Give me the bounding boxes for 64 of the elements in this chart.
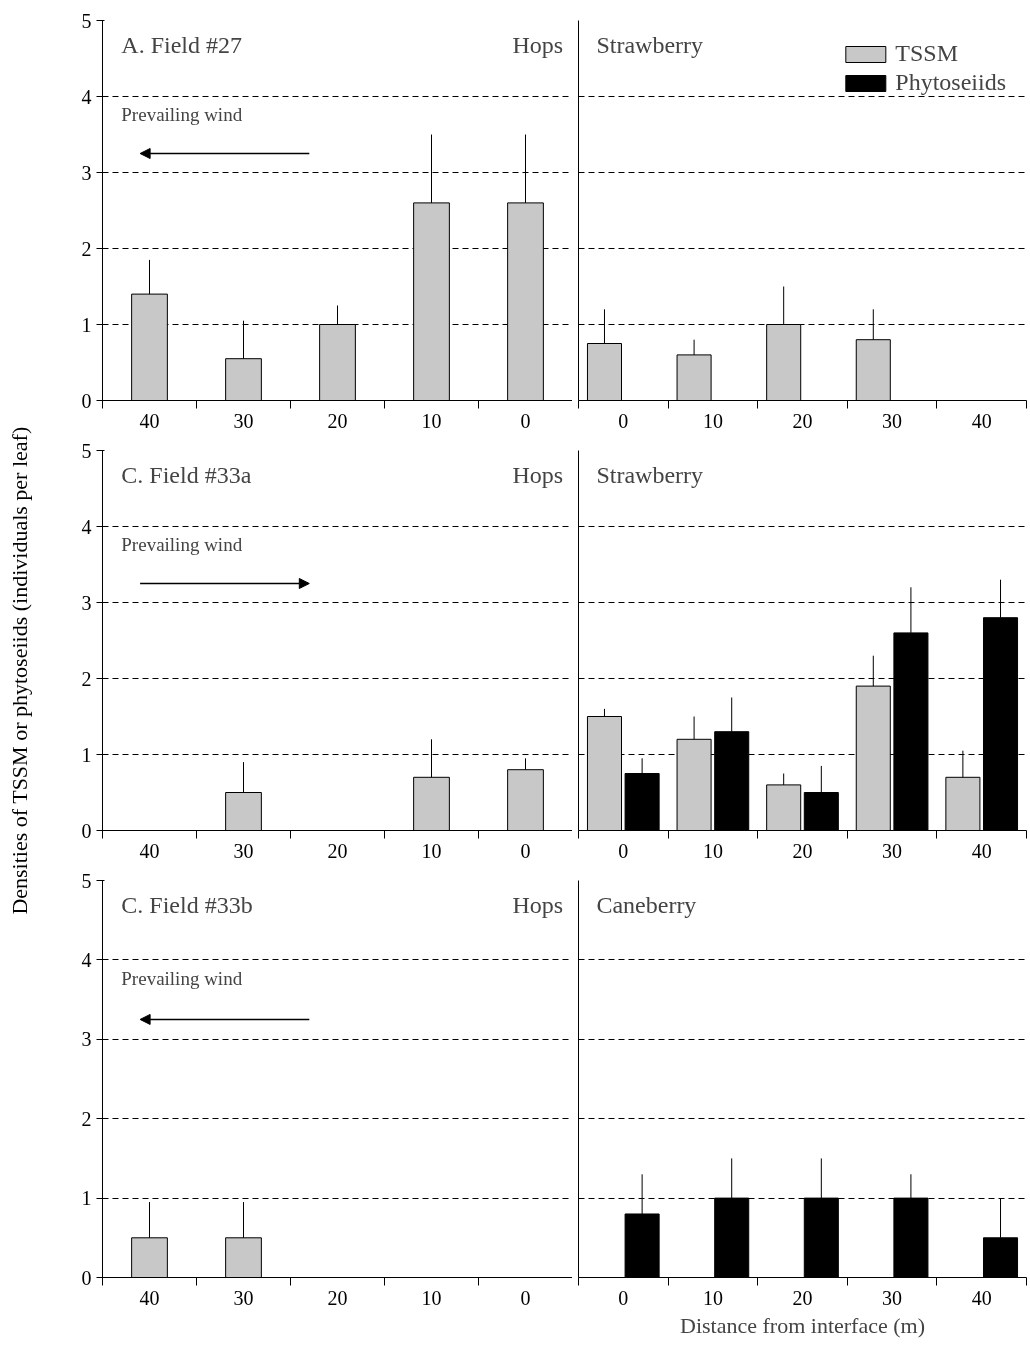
x-tick-label: 10 bbox=[421, 409, 442, 432]
y-axis-title: Densities of TSSM or phytoseiids (individuals per leaf) bbox=[6, 426, 32, 915]
x-tick-label: 20 bbox=[327, 409, 348, 432]
x-tick-label: 10 bbox=[421, 1286, 442, 1309]
annotation: Hops bbox=[512, 31, 564, 58]
annotation: Prevailing wind bbox=[121, 104, 243, 126]
y-tick-label: 0 bbox=[81, 819, 92, 842]
y-tick-label: 0 bbox=[81, 1266, 92, 1289]
x-tick-label: 10 bbox=[702, 839, 723, 862]
x-tick-label: 40 bbox=[971, 839, 992, 862]
legend-label: Phytoseiids bbox=[895, 69, 1006, 96]
y-tick-label: 1 bbox=[81, 1187, 92, 1210]
y-tick-label: 3 bbox=[81, 1028, 92, 1051]
y-tick-label: 4 bbox=[81, 85, 92, 108]
x-axis-title: Distance from interface (m) bbox=[680, 1312, 925, 1338]
x-tick-label: 30 bbox=[882, 1286, 903, 1309]
x-tick-label: 10 bbox=[702, 1286, 723, 1309]
x-tick-label: 0 bbox=[618, 1286, 629, 1309]
x-tick-label: 0 bbox=[520, 409, 531, 432]
x-tick-label: 0 bbox=[520, 839, 531, 862]
y-tick-label: 0 bbox=[81, 389, 92, 412]
y-tick-label: 1 bbox=[81, 313, 92, 336]
y-tick-label: 2 bbox=[81, 1107, 92, 1130]
x-tick-label: 20 bbox=[327, 839, 348, 862]
x-tick-label: 20 bbox=[792, 839, 813, 862]
annotation: Prevailing wind bbox=[121, 967, 243, 989]
y-tick-label: 2 bbox=[81, 237, 92, 260]
x-tick-label: 0 bbox=[618, 409, 629, 432]
y-tick-label: 5 bbox=[81, 439, 92, 462]
x-tick-label: 0 bbox=[520, 1286, 531, 1309]
y-tick-label: 5 bbox=[81, 9, 92, 32]
text: C. Field #33a bbox=[121, 461, 252, 488]
x-tick-label: 30 bbox=[233, 839, 254, 862]
y-tick-label: 3 bbox=[81, 591, 92, 614]
y-tick-label: 4 bbox=[81, 515, 92, 538]
text: A. Field #27 bbox=[121, 31, 242, 58]
x-tick-label: 10 bbox=[702, 409, 723, 432]
y-tick-label: 2 bbox=[81, 667, 92, 690]
x-tick-label: 30 bbox=[233, 409, 254, 432]
text: Strawberry bbox=[596, 31, 704, 58]
annotation: Hops bbox=[512, 461, 564, 488]
x-tick-label: 30 bbox=[882, 409, 903, 432]
x-tick-label: 40 bbox=[971, 409, 992, 432]
text: C. Field #33b bbox=[121, 892, 253, 919]
annotation: Hops bbox=[512, 892, 564, 919]
x-tick-label: 10 bbox=[421, 839, 442, 862]
y-tick-label: 4 bbox=[81, 948, 92, 971]
y-tick-label: 3 bbox=[81, 161, 92, 184]
y-tick-label: 5 bbox=[81, 869, 92, 892]
annotation: Prevailing wind bbox=[121, 534, 243, 556]
text: Strawberry bbox=[596, 461, 704, 488]
x-tick-label: 40 bbox=[971, 1286, 992, 1309]
text: Caneberry bbox=[596, 892, 697, 919]
x-tick-label: 30 bbox=[882, 839, 903, 862]
x-tick-label: 40 bbox=[139, 409, 160, 432]
x-tick-label: 40 bbox=[139, 839, 160, 862]
x-tick-label: 20 bbox=[792, 1286, 813, 1309]
legend-label: TSSM bbox=[895, 40, 959, 67]
y-tick-label: 1 bbox=[81, 743, 92, 766]
x-tick-label: 40 bbox=[139, 1286, 160, 1309]
x-tick-label: 20 bbox=[327, 1286, 348, 1309]
x-tick-label: 0 bbox=[618, 839, 629, 862]
x-tick-label: 30 bbox=[233, 1286, 254, 1309]
x-tick-label: 20 bbox=[792, 409, 813, 432]
